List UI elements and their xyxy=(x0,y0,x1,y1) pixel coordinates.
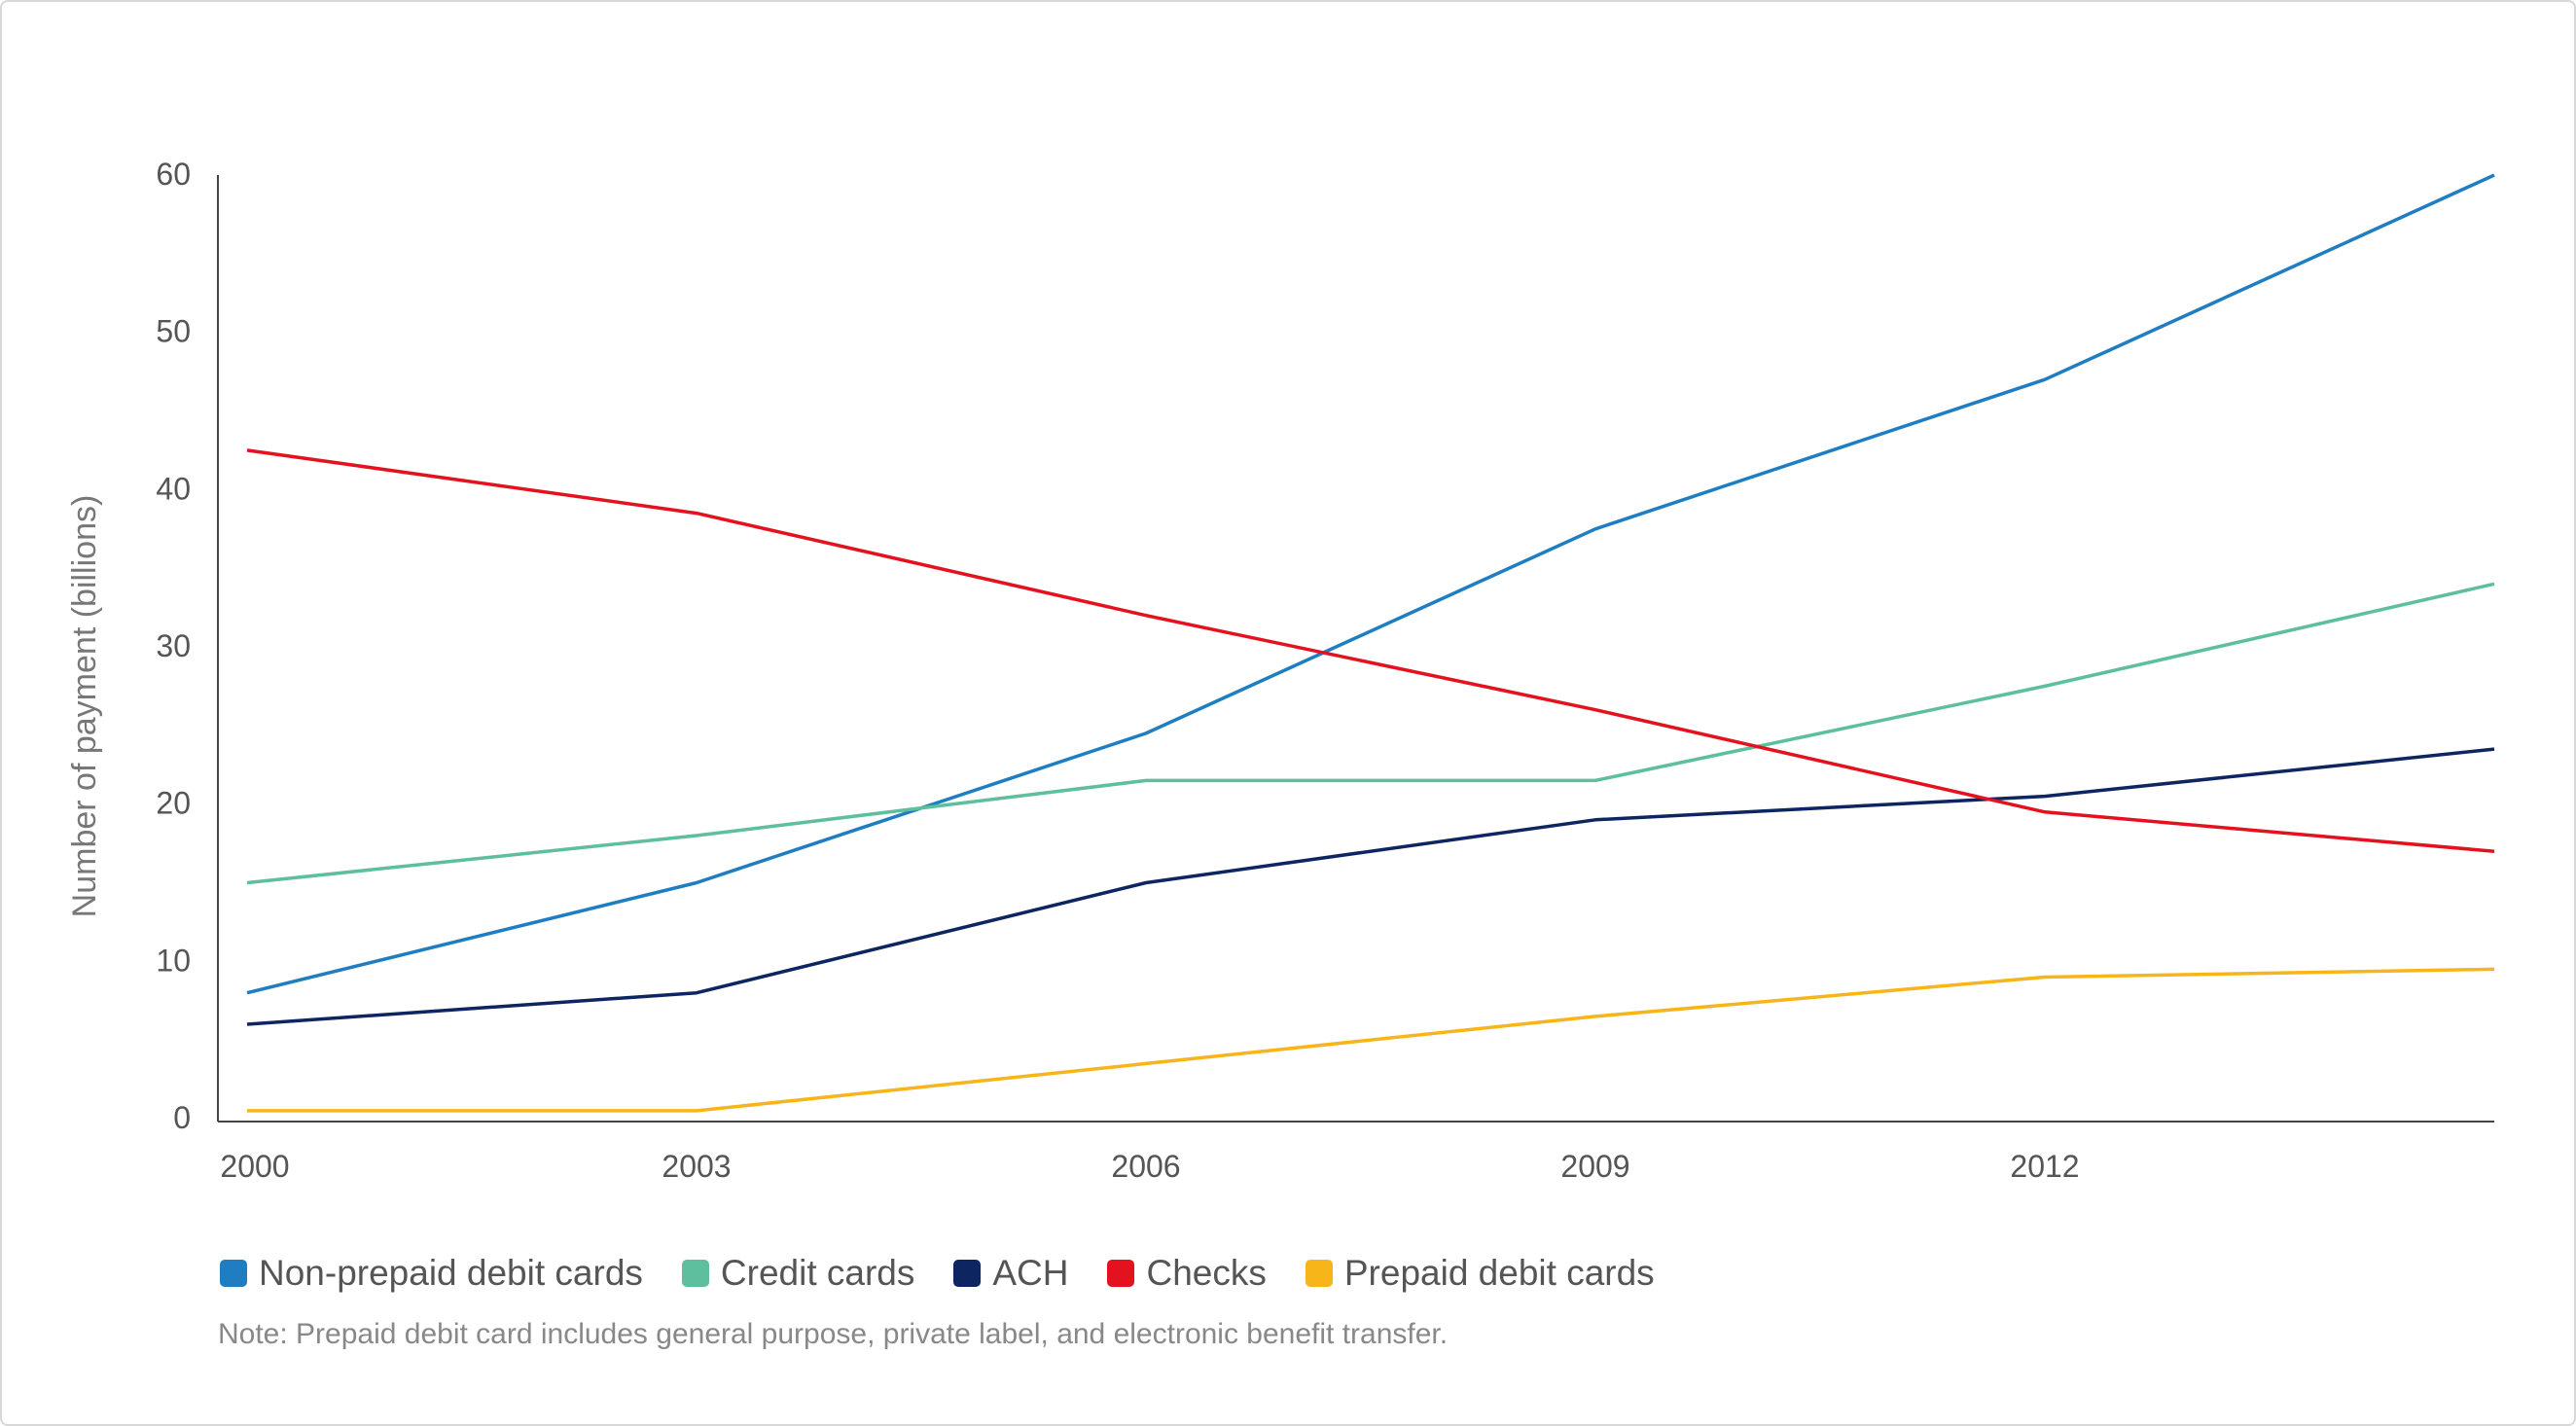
x-tick-label: 2000 xyxy=(220,1149,289,1184)
chart-note: Note: Prepaid debit card includes genera… xyxy=(218,1318,1449,1350)
series-line-checks xyxy=(246,448,2495,853)
series-line-ach xyxy=(246,747,2495,1026)
legend-item: ACH xyxy=(953,1253,1068,1294)
x-tick-label: 2009 xyxy=(1560,1149,1629,1184)
legend-swatch xyxy=(1305,1260,1333,1287)
y-tick-label: 60 xyxy=(156,157,191,192)
legend-label: Prepaid debit cards xyxy=(1343,1253,1655,1293)
legend-item: Non-prepaid debit cards xyxy=(220,1253,643,1294)
y-tick-label: 10 xyxy=(156,943,191,978)
legend-swatch xyxy=(220,1260,247,1287)
series-line-non-prepaid-debit-cards xyxy=(246,173,2495,995)
x-tick-label: 2003 xyxy=(662,1149,731,1184)
legend-label: Non-prepaid debit cards xyxy=(259,1253,643,1293)
y-tick-label: 50 xyxy=(156,314,191,349)
x-tick-label: 2006 xyxy=(1111,1149,1180,1184)
legend-item: Credit cards xyxy=(681,1253,915,1294)
y-tick-label: 20 xyxy=(156,786,191,821)
legend-swatch xyxy=(953,1260,982,1287)
legend-item: Checks xyxy=(1107,1253,1267,1294)
legend-item: Prepaid debit cards xyxy=(1305,1253,1655,1294)
legend-swatch xyxy=(1107,1260,1135,1287)
series-line-prepaid-debit-cards xyxy=(247,967,2495,1113)
legend-label: Checks xyxy=(1146,1253,1267,1293)
x-tick-label: 2012 xyxy=(2010,1149,2079,1184)
y-axis-label: Number of payment (billions) xyxy=(66,495,103,918)
y-tick-label: 40 xyxy=(156,471,191,506)
y-axis-ticks: 0 10 20 30 40 50 60 xyxy=(156,157,191,1135)
y-tick-label: 0 xyxy=(173,1100,191,1135)
legend-label: ACH xyxy=(992,1253,1069,1293)
legend: Non-prepaid debit cards Credit cards ACH Ch… xyxy=(220,1253,1694,1294)
series-line-credit-cards xyxy=(246,582,2495,885)
legend-label: Credit cards xyxy=(720,1253,915,1293)
series-lines xyxy=(246,173,2495,1113)
x-axis-ticks: 2000 2003 2006 2009 2012 xyxy=(220,1149,2079,1184)
legend-swatch xyxy=(681,1260,709,1287)
y-tick-label: 30 xyxy=(156,628,191,663)
